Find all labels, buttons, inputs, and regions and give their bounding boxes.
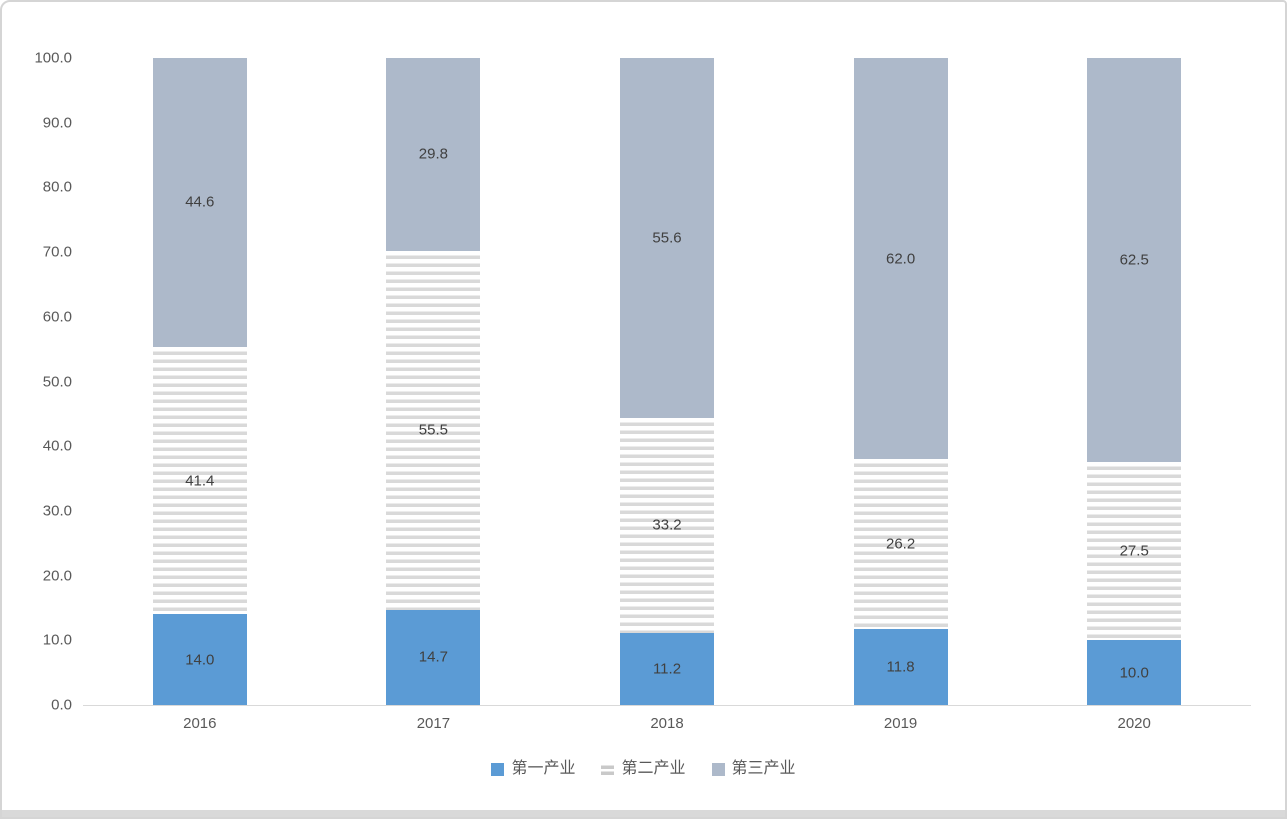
legend-swatch-icon [601, 762, 615, 776]
bar-segment: 14.7 [386, 609, 481, 705]
y-tick-label: 90.0 [42, 114, 72, 132]
y-tick-label: 30.0 [42, 502, 72, 520]
data-label: 44.6 [185, 193, 215, 211]
data-label: 27.5 [1119, 542, 1149, 560]
y-tick-label: 50.0 [42, 373, 72, 390]
legend: 第一产业 第二产业 第三产业 [2, 755, 1285, 783]
bar-segment: 14.0 [152, 614, 247, 705]
bar-segment: 62.0 [853, 58, 948, 460]
y-tick-label: 60.0 [42, 308, 72, 326]
data-label: 14.0 [185, 651, 215, 669]
legend-label: 第一产业 [511, 760, 576, 777]
bar-segment: 62.5 [1087, 58, 1182, 463]
data-label: 29.8 [418, 145, 448, 163]
y-tick-label: 0.0 [51, 696, 72, 714]
y-axis: 0.0 10.0 20.0 30.0 40.0 50.0 60.0 70.0 80.0 90.0 1… [2, 51, 72, 713]
x-tick-label: 2017 [416, 715, 451, 732]
x-axis-line [83, 705, 1251, 706]
legend-swatch-icon [491, 762, 505, 776]
data-label: 11.2 [652, 660, 682, 678]
x-tick-label: 2020 [1117, 715, 1151, 732]
bar-segment: 29.8 [386, 58, 481, 251]
legend-item: 第二产业 [601, 760, 686, 777]
data-label: 33.2 [652, 516, 682, 534]
bar-segment: 10.0 [1087, 640, 1182, 705]
data-label: 14.7 [418, 648, 448, 666]
bottom-strip [2, 810, 1285, 817]
bar-2016: 14.0 41.4 44.6 [152, 58, 247, 705]
legend-item: 第一产业 [491, 761, 575, 777]
x-tick-label: 2016 [183, 715, 217, 732]
y-tick-label: 70.0 [42, 243, 72, 261]
bar-segment: 27.5 [1087, 462, 1182, 641]
bar-segment: 33.2 [620, 417, 714, 633]
legend-item: 第三产业 [711, 760, 796, 777]
bar-2019: 11.8 26.2 62.0 [853, 58, 948, 705]
y-tick-label: 10.0 [42, 631, 72, 649]
data-label: 26.2 [885, 535, 916, 553]
plot-area: 14.0 41.4 44.6 14.7 55.5 29.8 11.2 33.2 55.6 11.8… [83, 58, 1251, 706]
data-label: 10.0 [1119, 664, 1149, 682]
x-tick-label: 2018 [650, 715, 684, 732]
legend-label: 第三产业 [731, 760, 796, 777]
bar-segment: 44.6 [152, 58, 247, 347]
bar-segment: 55.5 [386, 250, 481, 610]
y-tick-label: 100.0 [34, 49, 72, 67]
bar-segment: 26.2 [853, 459, 948, 629]
data-label: 11.8 [886, 658, 915, 676]
y-tick-label: 20.0 [42, 567, 72, 585]
legend-label: 第二产业 [621, 760, 686, 777]
x-tick-label: 2019 [883, 715, 918, 732]
x-axis: 2016 2017 2018 2019 2020 [83, 714, 1251, 736]
bar-segment: 41.4 [152, 346, 247, 615]
data-label: 62.5 [1119, 251, 1149, 269]
data-label: 41.4 [185, 472, 215, 489]
bar-segment: 11.2 [620, 632, 714, 705]
data-label: 55.5 [418, 421, 448, 439]
y-tick-label: 40.0 [42, 437, 72, 455]
bar-2017: 14.7 55.5 29.8 [386, 58, 481, 705]
data-label: 55.6 [652, 229, 682, 247]
bar-segment: 11.8 [853, 628, 948, 705]
bar-2020: 10.0 27.5 62.5 [1087, 58, 1182, 705]
legend-swatch-icon [711, 762, 725, 776]
bar-segment: 55.6 [620, 58, 714, 418]
y-tick-label: 80.0 [42, 178, 72, 196]
bar-2018: 11.2 33.2 55.6 [620, 58, 714, 705]
data-label: 62.0 [885, 250, 916, 268]
